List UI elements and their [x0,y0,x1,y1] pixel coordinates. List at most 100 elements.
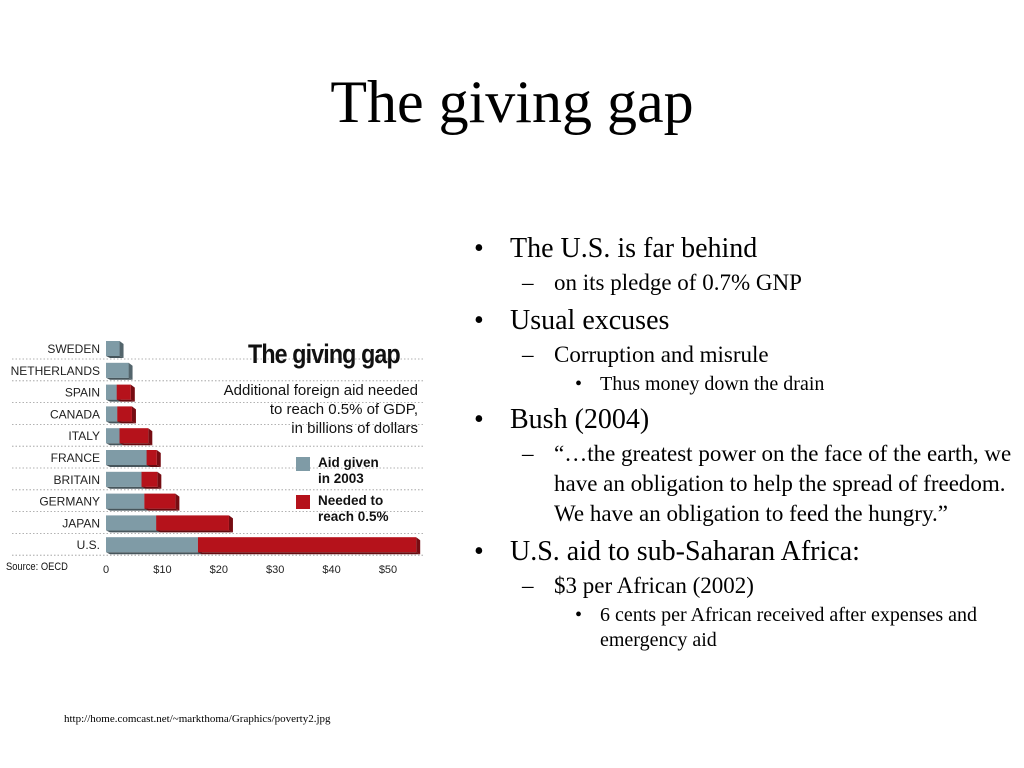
bullet-marker: – [522,573,534,598]
category-label: GERMANY [39,495,100,509]
x-tick-label: $30 [266,564,284,576]
bullet-marker: • [474,305,484,336]
bar-side-needed [157,471,162,489]
bar-needed [146,450,157,465]
bar-shadow-needed [117,421,136,424]
bar-needed [116,384,131,400]
legend-label: Aid given in 2003 [318,455,379,486]
bar-shadow-aid-given [106,508,149,511]
bar-shadow-needed [116,399,135,402]
giving-gap-chart: SWEDEN NETHERLANDS SPAIN CANADA ITALY FRANCE B… [0,335,430,580]
bar-side-needed [175,493,180,511]
bar-side-needed [130,384,135,402]
bar-aid-given [106,450,147,465]
bar-shadow-aid-given [106,552,202,555]
chart-plot: SWEDEN NETHERLANDS SPAIN CANADA ITALY FRANCE B… [11,341,425,576]
bar-side-needed [148,428,153,446]
bullet-level2: – Corruption and misrule [470,340,1020,370]
bar-shadow-needed [119,443,153,446]
bullet-level1: • The U.S. is far behind [470,232,1020,266]
category-label: SWEDEN [47,342,100,356]
image-caption: http://home.comcast.net/~markthoma/Graph… [64,713,331,725]
bullet-level2: – “…the greatest power on the face of the… [470,439,1020,529]
legend-swatch [296,495,310,509]
bullet-text: U.S. aid to sub-Saharan Africa: [510,536,860,567]
bar-aid-given [106,406,118,422]
chart-subtitle-text: Additional foreign aid needed to reach 0… [223,382,418,437]
bar-needed [141,471,158,487]
bar-shadow-aid-given [106,399,121,402]
bullet-list: • The U.S. is far behind – on its pledge of… [470,226,1020,653]
bar-shadow-aid-given [106,421,122,424]
category-label: BRITAIN [54,473,100,487]
bar-shadow-aid-given [106,443,124,446]
slide-title: The giving gap [330,69,694,135]
bar-aid-given [106,537,198,553]
category-label: CANADA [50,407,100,421]
bar-shadow-needed [144,508,180,511]
bullet-text: Bush (2004) [510,404,650,435]
bullet-level1: • Bush (2004) [470,403,1020,437]
bullet-level3: • 6 cents per African received after expe… [470,603,1020,653]
category-label: SPAIN [65,386,100,400]
legend-item: Aid given in 2003 [296,455,426,487]
bullet-level2: – on its pledge of 0.7% GNP [470,268,1020,298]
bullet-text: 6 cents per African received after expen… [600,604,978,651]
bullet-marker: – [522,342,534,367]
bar-needed [117,406,132,422]
bar-needed [156,515,229,531]
bullet-marker: • [575,604,583,626]
bar-shadow-aid-given [106,465,151,467]
bar-shadow-needed [146,465,161,467]
bullet-marker: • [474,233,484,264]
category-label: NETHERLANDS [11,364,100,378]
x-tick-label: $50 [379,564,397,576]
bar-aid-given [106,471,142,487]
chart-source: Source: OECD [6,561,68,573]
bar-shadow-needed [156,530,233,533]
bar-side-needed [228,515,233,533]
bullet-text: The U.S. is far behind [510,233,758,264]
bullet-level1: • Usual excuses [470,304,1020,338]
x-tick-label: $20 [210,564,228,576]
legend-label: Needed to reach 0.5% [318,493,389,524]
bullet-level3: • Thus money down the drain [470,372,1020,397]
bar-side-needed [156,450,161,467]
category-label: U.S. [77,538,100,552]
bar-needed [119,428,149,444]
bullet-text: Thus money down the drain [600,373,825,395]
bullet-marker: • [474,404,484,435]
bullet-marker: – [522,270,534,295]
bar-aid-given [106,384,117,400]
bar-needed [197,537,417,553]
category-label: ITALY [68,429,100,443]
bar-shadow-needed [141,486,162,489]
legend-swatch [296,457,310,471]
bar-aid-given [106,428,120,444]
bullet-marker: – [522,441,534,466]
bar-aid-given [106,341,120,356]
bar-aid-given [106,493,145,509]
bar-shadow-aid-given [106,530,161,533]
bar-shadow-needed [197,552,421,555]
bullet-text: $3 per African (2002) [554,573,754,598]
bullet-marker: • [474,536,484,567]
bar-aid-given [106,515,157,531]
bar-shadow-aid-given [106,486,146,489]
x-tick-label: $40 [322,564,340,576]
chart-legend: Aid given in 2003 Needed to reach 0.5% [296,455,426,531]
bar-shadow-aid-given [106,377,133,380]
chart-subtitle: Additional foreign aid needed to reach 0… [180,381,418,438]
bar-side-needed [131,406,136,424]
category-label: FRANCE [51,451,100,465]
category-label: JAPAN [62,516,100,530]
bar-side-needed [416,537,421,555]
bullet-text: on its pledge of 0.7% GNP [554,270,802,295]
bullet-text: Usual excuses [510,305,670,336]
bar-shadow-aid-given [106,356,124,358]
x-tick-label: $10 [153,564,171,576]
bullet-text: Corruption and misrule [554,342,769,367]
bullet-level1: • U.S. aid to sub-Saharan Africa: [470,535,1020,569]
bar-needed [144,493,176,509]
legend-item: Needed to reach 0.5% [296,493,426,525]
